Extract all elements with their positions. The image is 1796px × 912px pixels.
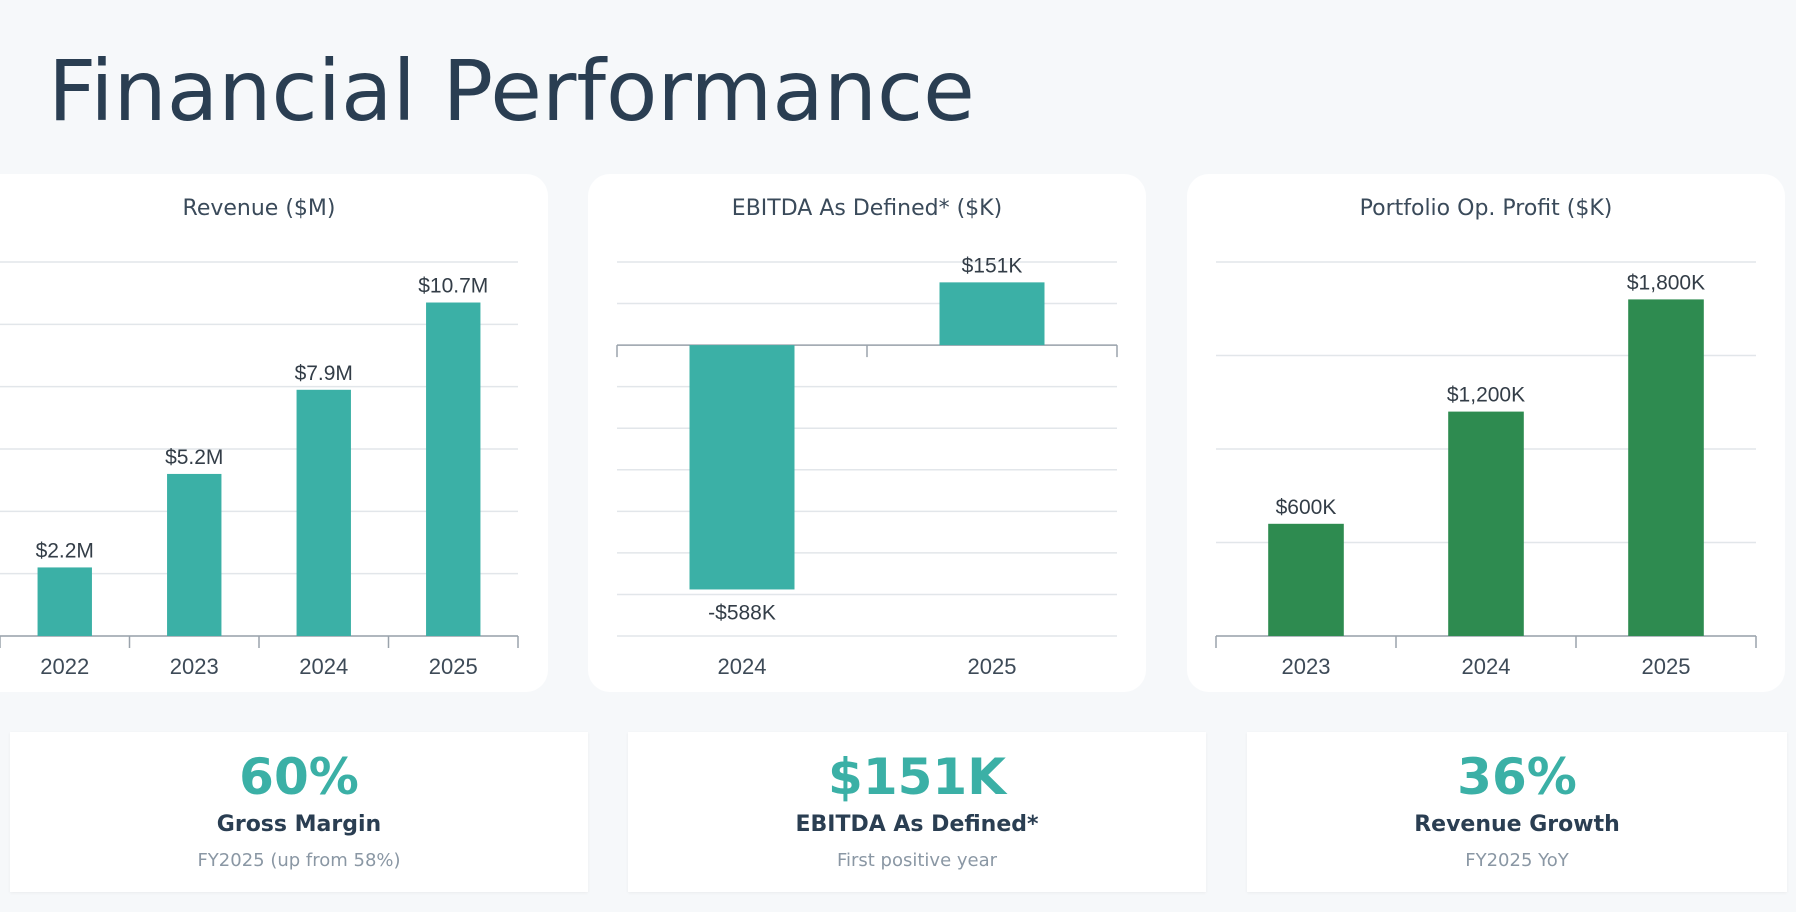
data-label: $5.2M bbox=[165, 446, 223, 469]
x-tick-label: 2025 bbox=[968, 654, 1017, 679]
portfolio-chart: $600K 2023 $1,200K 2024 $1,800K 2025 bbox=[1215, 261, 1757, 679]
data-label: $151K bbox=[962, 254, 1023, 277]
bar bbox=[939, 282, 1045, 346]
x-tick-label: 2023 bbox=[1282, 654, 1331, 679]
x-tick-label: 2022 bbox=[40, 654, 89, 679]
x-tick-label: 2025 bbox=[1642, 654, 1691, 679]
data-label: $1,200K bbox=[1447, 384, 1525, 407]
kpi-value: $151K bbox=[828, 748, 1006, 806]
x-tick-label: 2023 bbox=[170, 654, 219, 679]
bar bbox=[426, 302, 481, 636]
kpi-subtext: FY2025 YoY bbox=[1465, 850, 1569, 871]
data-label: $7.9M bbox=[295, 362, 353, 385]
x-tick-label: 2025 bbox=[429, 654, 478, 679]
data-label: $2.2M bbox=[36, 539, 94, 562]
kpi-subtext: FY2025 (up from 58%) bbox=[197, 850, 401, 871]
bar bbox=[1268, 523, 1344, 636]
kpi-card-revenue-growth: 36% Revenue Growth FY2025 YoY bbox=[1247, 732, 1787, 892]
data-label: $600K bbox=[1276, 496, 1337, 519]
data-label: $10.7M bbox=[418, 275, 488, 298]
revenue-chart-card: Revenue ($M) $2.2M 2022 $5.2M 2023 $7.9M 2024… bbox=[0, 174, 548, 692]
bar bbox=[689, 345, 795, 590]
data-label: $1,800K bbox=[1627, 271, 1705, 294]
bar bbox=[37, 567, 92, 636]
portfolio-chart-card: Portfolio Op. Profit ($K) $600K 2023 $1,20… bbox=[1187, 174, 1785, 692]
bar bbox=[1448, 411, 1524, 636]
chart-title: Revenue ($M) bbox=[182, 196, 336, 221]
x-tick-label: 2024 bbox=[299, 654, 348, 679]
x-tick-label: 2024 bbox=[718, 654, 767, 679]
bar bbox=[296, 389, 351, 636]
bar bbox=[1628, 299, 1704, 636]
kpi-card-gross-margin: 60% Gross Margin FY2025 (up from 58%) bbox=[10, 732, 588, 892]
kpi-label: EBITDA As Defined* bbox=[795, 812, 1039, 837]
page-title: Financial Performance bbox=[48, 42, 975, 140]
revenue-chart: $2.2M 2022 $5.2M 2023 $7.9M 2024 $10.7M 2025 bbox=[0, 261, 519, 679]
data-label: -$588K bbox=[708, 601, 776, 624]
kpi-value: 60% bbox=[239, 748, 359, 806]
x-tick-label: 2024 bbox=[1462, 654, 1511, 679]
kpi-value: 36% bbox=[1457, 748, 1577, 806]
chart-title: EBITDA As Defined* ($K) bbox=[731, 196, 1003, 221]
chart-title: Portfolio Op. Profit ($K) bbox=[1359, 196, 1613, 221]
kpi-label: Gross Margin bbox=[216, 812, 382, 837]
kpi-label: Revenue Growth bbox=[1414, 812, 1620, 837]
kpi-card-ebitda: $151K EBITDA As Defined* First positive … bbox=[628, 732, 1206, 892]
ebitda-chart: -$588K 2024 $151K 2025 bbox=[616, 254, 1118, 679]
bar bbox=[167, 473, 222, 636]
ebitda-chart-card: EBITDA As Defined* ($K) -$588K 2024 $151K 2… bbox=[588, 174, 1146, 692]
kpi-subtext: First positive year bbox=[836, 850, 998, 871]
